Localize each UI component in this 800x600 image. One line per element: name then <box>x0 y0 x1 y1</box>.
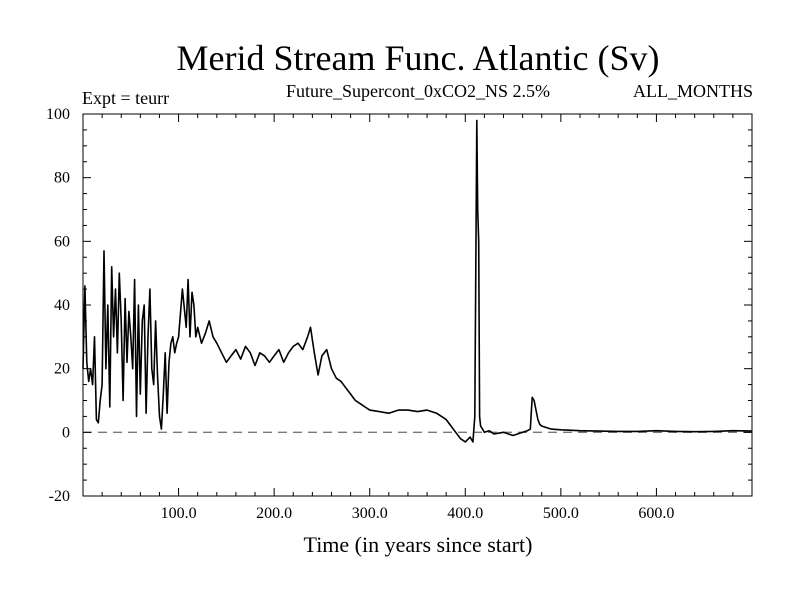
axis-ticks <box>83 113 752 497</box>
y-tick-label: 60 <box>54 233 70 250</box>
series-line <box>82 119 753 443</box>
chart-subtitle-left: Expt = teurr <box>82 88 169 108</box>
y-tick-label: 80 <box>54 170 70 187</box>
chart-subtitle-right: ALL_MONTHS <box>633 81 753 101</box>
x-tick-label: 600.0 <box>638 505 674 522</box>
x-tick-label: 400.0 <box>447 505 483 522</box>
chart-subtitle-center: Future_Supercont_0xCO2_NS 2.5% <box>286 81 550 101</box>
y-tick-label: 40 <box>54 297 70 314</box>
y-tick-label: 100 <box>46 106 70 123</box>
y-tick-label: 20 <box>54 361 70 378</box>
y-tick-labels: -20 0 20 40 60 80 100 <box>46 106 70 505</box>
x-tick-label: 200.0 <box>256 505 292 522</box>
x-tick-label: 500.0 <box>543 505 579 522</box>
y-tick-label: -20 <box>49 488 70 505</box>
x-tick-label: 100.0 <box>161 505 197 522</box>
x-tick-labels: 100.0 200.0 300.0 400.0 500.0 600.0 <box>161 505 675 522</box>
x-axis-label: Time (in years since start) <box>304 532 533 557</box>
chart-title: Merid Stream Func. Atlantic (Sv) <box>177 38 660 78</box>
y-tick-label: 0 <box>62 424 70 441</box>
x-tick-label: 300.0 <box>352 505 388 522</box>
